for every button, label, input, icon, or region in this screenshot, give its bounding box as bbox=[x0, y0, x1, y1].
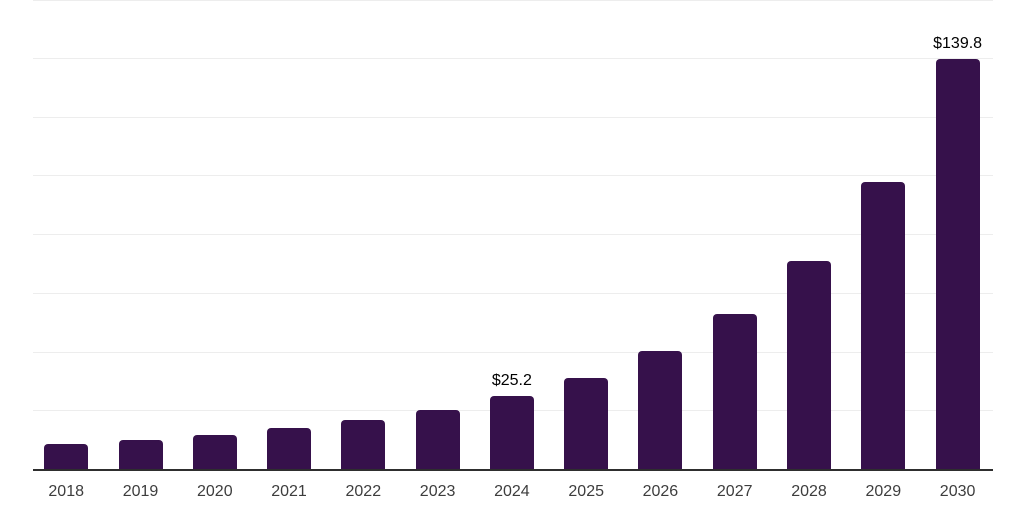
bar-2025 bbox=[564, 378, 609, 470]
bar-2021 bbox=[267, 428, 311, 470]
gridline bbox=[33, 175, 993, 176]
gridline bbox=[33, 352, 993, 353]
bar-2020 bbox=[192, 434, 237, 471]
x-tick-2030: 2030 bbox=[939, 483, 976, 500]
x-tick-2025: 2025 bbox=[568, 483, 604, 500]
gridline bbox=[33, 117, 993, 118]
bar-2029 bbox=[861, 181, 906, 470]
x-tick-2028: 2028 bbox=[791, 483, 827, 500]
gridline bbox=[33, 234, 993, 235]
bar-2023 bbox=[415, 410, 460, 470]
gridline bbox=[33, 0, 993, 1]
bar-2030 bbox=[935, 59, 980, 470]
bar-2024 bbox=[489, 396, 534, 470]
x-tick-2020: 2020 bbox=[197, 483, 233, 500]
gridline bbox=[33, 58, 993, 59]
value-label-2030: $139.8 bbox=[933, 35, 983, 53]
x-tick-2026: 2026 bbox=[642, 483, 679, 500]
x-tick-2018: 2018 bbox=[48, 483, 84, 500]
bar-2028 bbox=[787, 260, 831, 471]
bar-2019 bbox=[118, 440, 163, 470]
gridline bbox=[33, 293, 993, 294]
x-tick-2021: 2021 bbox=[271, 483, 307, 500]
x-tick-2019: 2019 bbox=[122, 483, 159, 500]
value-label-2024: $25.2 bbox=[491, 372, 532, 389]
x-tick-2023: 2023 bbox=[419, 483, 456, 500]
x-tick-2024: 2024 bbox=[494, 483, 530, 500]
bar-2022 bbox=[341, 420, 386, 470]
bar-2018 bbox=[44, 444, 89, 470]
bar-2027 bbox=[712, 314, 757, 470]
x-tick-2022: 2022 bbox=[345, 483, 382, 500]
x-tick-2029: 2029 bbox=[865, 483, 902, 500]
x-tick-2027: 2027 bbox=[716, 483, 753, 500]
bar-2026 bbox=[638, 351, 683, 470]
x-axis-line bbox=[33, 469, 993, 471]
